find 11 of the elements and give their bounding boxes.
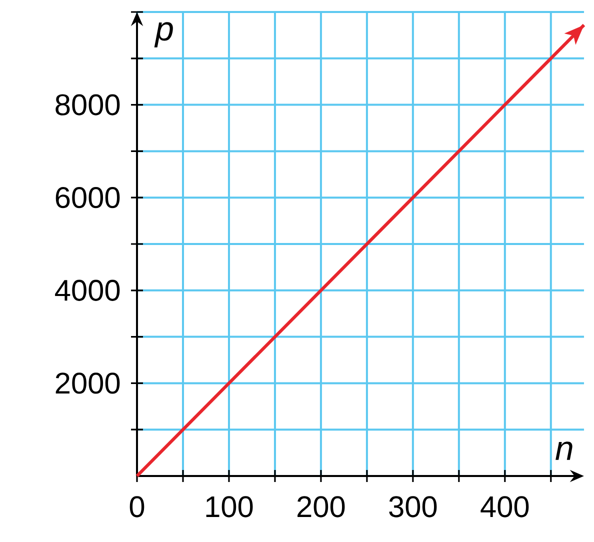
x-tick-label: 200 [298, 496, 345, 518]
x-tick-label: 100 [206, 496, 253, 518]
x-tick-label: 400 [480, 496, 529, 518]
x-axis-title: n [556, 442, 572, 460]
y-tick-label: 2000 [56, 372, 120, 394]
y-tick-label: 8000 [56, 94, 120, 116]
x-tick-label: 0 [130, 496, 144, 518]
y-axis-title: p [154, 22, 173, 48]
x-tick-label: 300 [389, 496, 437, 518]
y-tick-label: 6000 [56, 187, 120, 208]
y-tick-label: 4000 [55, 280, 120, 301]
